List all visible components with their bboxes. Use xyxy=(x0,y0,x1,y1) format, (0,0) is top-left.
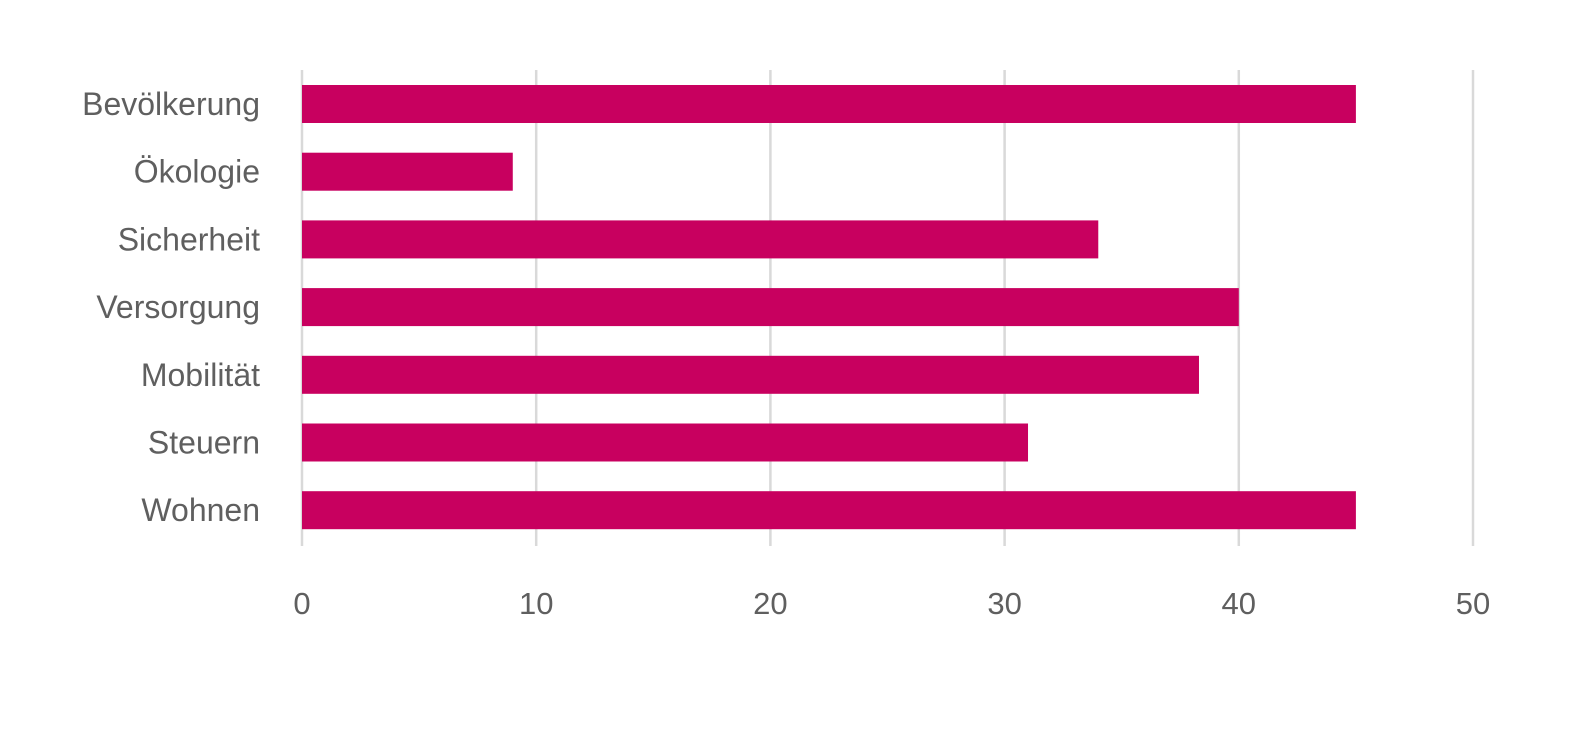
category-label-6: Steuern xyxy=(148,425,260,461)
bars xyxy=(302,85,1356,530)
category-label-5: Mobilität xyxy=(141,357,260,393)
x-tick-label-40: 40 xyxy=(1222,586,1256,621)
x-tick-label-0: 0 xyxy=(293,586,310,621)
bar-7 xyxy=(302,491,1356,530)
x-tick-label-20: 20 xyxy=(753,586,787,621)
category-label-2: Ökologie xyxy=(134,154,260,190)
bar-5 xyxy=(302,355,1199,394)
bar-2 xyxy=(302,152,513,191)
category-label-4: Versorgung xyxy=(96,289,260,325)
bar-6 xyxy=(302,423,1029,462)
category-label-7: Wohnen xyxy=(141,492,260,528)
bar-3 xyxy=(302,220,1099,259)
bar-1 xyxy=(302,85,1356,123)
bar-4 xyxy=(302,288,1239,327)
category-labels: Bevölkerung Ökologie Sicherheit Versorgung M… xyxy=(82,86,260,528)
x-tick-label-10: 10 xyxy=(519,586,553,621)
x-tick-label-30: 30 xyxy=(987,586,1021,621)
x-axis-tick-labels: 0 10 20 30 40 50 xyxy=(293,586,1490,621)
category-label-3: Sicherheit xyxy=(118,221,260,257)
category-label-1: Bevölkerung xyxy=(82,86,260,122)
x-tick-label-50: 50 xyxy=(1456,586,1490,621)
